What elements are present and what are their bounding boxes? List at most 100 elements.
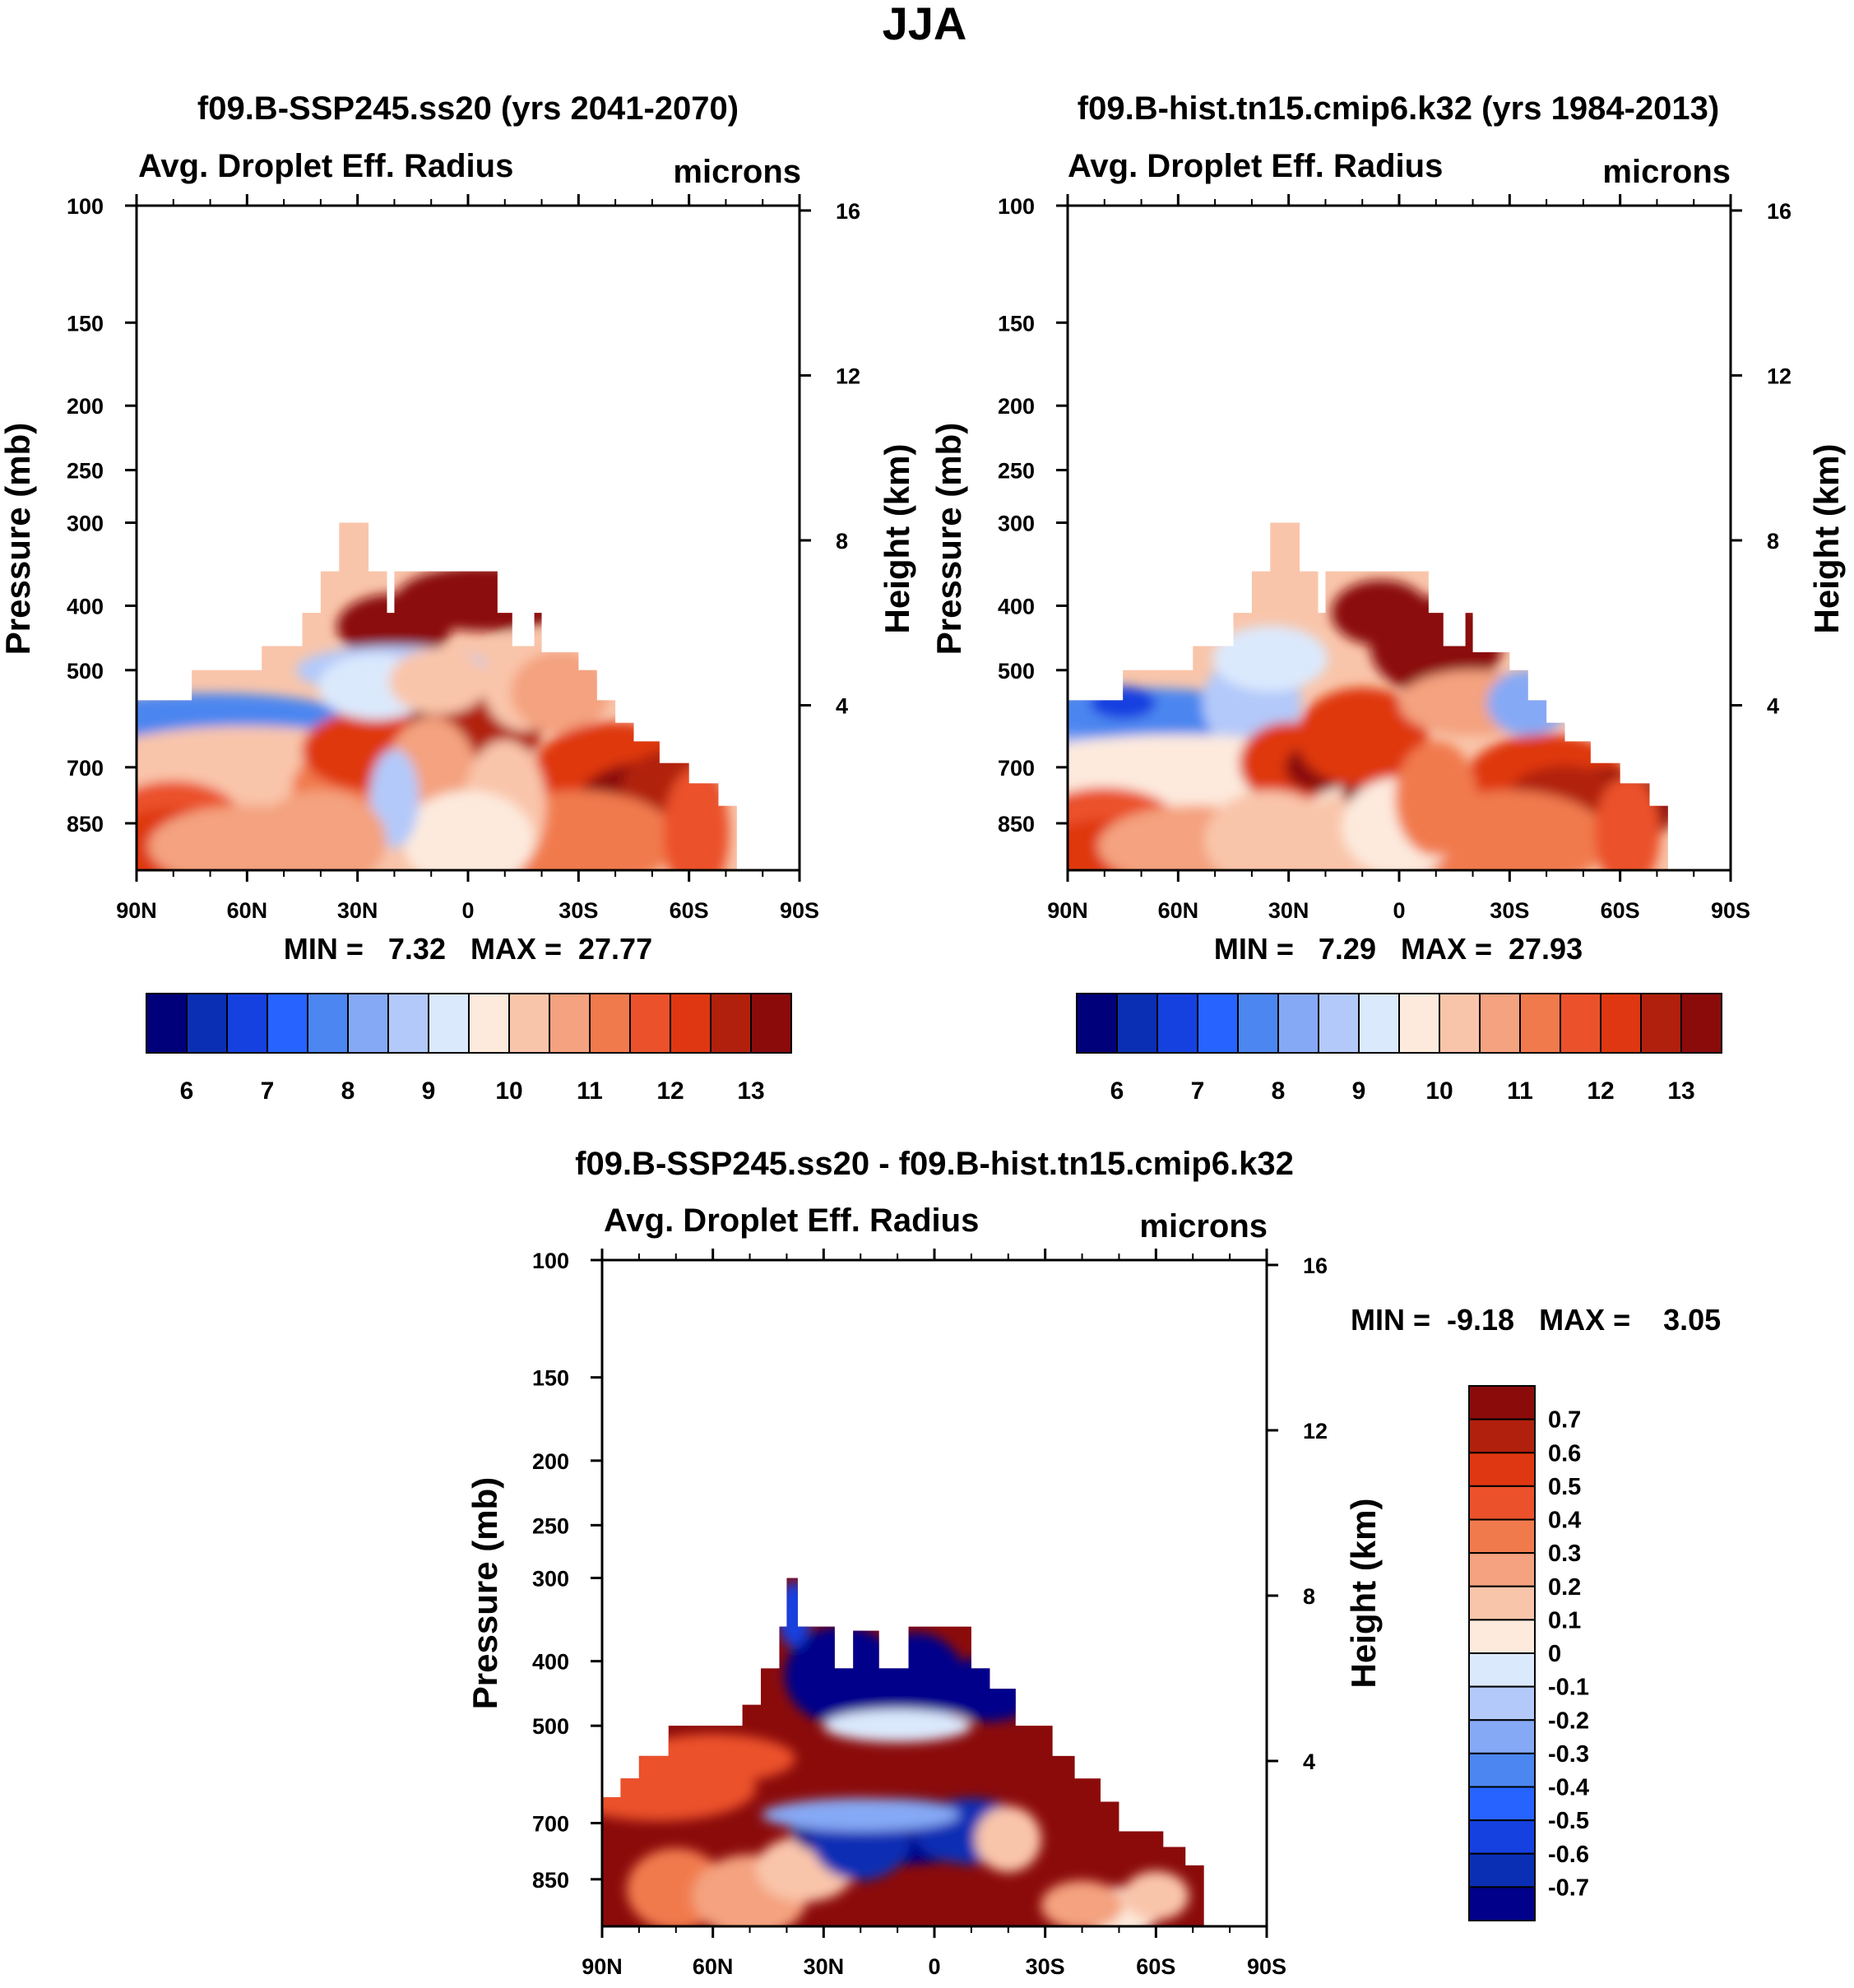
x-tick-label: 90S (1711, 898, 1750, 923)
height-tick-label: 16 (1303, 1254, 1328, 1278)
y-tick-label: 700 (998, 756, 1035, 781)
colorbar-box (589, 993, 631, 1054)
panel-title: f09.B-SSP245.ss20 - f09.B-hist.tn15.cmip… (575, 1146, 1294, 1182)
colorbar-box (146, 993, 188, 1054)
min-max-stats: MIN = 7.32 MAX = 27.77 (284, 932, 652, 966)
field-blobs (137, 565, 730, 870)
contour-blob (1486, 670, 1569, 736)
colorbar-box (1277, 993, 1319, 1054)
contour-blob (1594, 776, 1661, 870)
data-region (137, 522, 737, 870)
colorbar-box (1468, 1385, 1536, 1420)
colorbar-label: 12 (1587, 1077, 1614, 1105)
x-tick-label: 30S (1490, 898, 1529, 923)
plot-frame (600, 1258, 1268, 1928)
y-axis-label-height: Height (km) (1807, 444, 1846, 634)
colorbar-box (468, 993, 510, 1054)
y-axis-label-height: Height (km) (1344, 1499, 1383, 1689)
colorbar-label: 0 (1548, 1641, 1561, 1667)
colorbar-box (1468, 1886, 1536, 1921)
colorbar-box (1468, 1719, 1536, 1754)
y-axis-label-pressure: Pressure (mb) (466, 1477, 504, 1709)
colorbar-label: 7 (1191, 1077, 1205, 1105)
colorbar-box (1468, 1652, 1536, 1688)
colorbar-box (1156, 993, 1198, 1054)
colorbar-box (1468, 1518, 1536, 1555)
x-tick-label: 60N (227, 898, 268, 923)
y-tick-label: 200 (998, 394, 1035, 419)
colorbar-label: -0.3 (1548, 1741, 1589, 1768)
colorbar-box (1468, 1452, 1536, 1487)
x-tick-label: 60N (1158, 898, 1199, 923)
colorbar-label: 0.4 (1548, 1508, 1581, 1534)
colorbar-label: 6 (180, 1077, 194, 1105)
colorbar-label: 0.7 (1548, 1407, 1581, 1434)
colorbar-box (1468, 1485, 1536, 1521)
figure-title: JJA (883, 0, 967, 49)
colorbar-label: 0.2 (1548, 1574, 1581, 1601)
data-region (1068, 522, 1668, 870)
data-region (602, 1578, 1204, 1926)
colorbar-label: 9 (422, 1077, 436, 1105)
colorbar-label: 9 (1352, 1077, 1366, 1105)
height-tick-label: 4 (1303, 1749, 1315, 1774)
y-tick-label: 500 (67, 659, 104, 684)
plot-frame (135, 204, 801, 872)
x-tick-label: 60S (1601, 898, 1640, 923)
height-tick-label: 16 (1767, 199, 1791, 224)
colorbar-label: 0.5 (1548, 1474, 1581, 1500)
contour-field (137, 522, 737, 870)
y-tick-label: 200 (532, 1449, 569, 1474)
contour-blob (777, 1581, 811, 1647)
colorbar-label: 7 (261, 1077, 275, 1105)
contour-blob (630, 1734, 795, 1784)
y-tick-label: 850 (67, 812, 104, 836)
colorbar-box (1560, 993, 1601, 1054)
height-tick-label: 4 (836, 693, 848, 718)
colorbar-box (549, 993, 591, 1054)
y-tick-label: 700 (67, 756, 104, 781)
colorbar-box (267, 993, 308, 1054)
height-tick-label: 4 (1767, 693, 1779, 718)
colorbar-box (1076, 993, 1118, 1054)
colorbar: 6 7 8 9 10 11 12 13 (1076, 993, 1722, 1105)
y-tick-label: 250 (67, 459, 104, 484)
colorbar-box (1468, 1619, 1536, 1654)
contour-field (1068, 522, 1668, 870)
colorbar-box (1468, 1418, 1536, 1454)
height-tick-label: 8 (836, 529, 848, 554)
x-tick-label: 30N (804, 1954, 845, 1979)
min-max-stats: MIN = -9.18 MAX = 3.05 (1351, 1303, 1721, 1337)
height-tick-label: 16 (836, 199, 860, 224)
contour-blob (389, 648, 489, 715)
x-tick-label: 90N (1047, 898, 1088, 923)
colorbar-label: 0.1 (1548, 1607, 1581, 1633)
contour-blob (402, 790, 534, 870)
colorbar-label: -0.6 (1548, 1842, 1589, 1868)
y-tick-label: 100 (67, 194, 104, 219)
colorbar: 6 7 8 9 10 11 12 13 (146, 993, 792, 1105)
y-tick-label: 700 (532, 1812, 569, 1837)
x-tick-label: 60S (1136, 1954, 1175, 1979)
colorbar-box (1468, 1752, 1536, 1788)
colorbar-label: 10 (495, 1077, 522, 1105)
x-tick-label: 30N (1268, 898, 1309, 923)
x-tick-label: 60S (670, 898, 709, 923)
colorbar-label: 13 (1667, 1077, 1694, 1105)
colorbar-box (1398, 993, 1440, 1054)
colorbar-label: -0.2 (1548, 1708, 1589, 1734)
contour-blob (1090, 686, 1156, 720)
colorbar-label: 11 (1507, 1077, 1533, 1105)
colorbar-box (347, 993, 389, 1054)
y-axis-label-height: Height (km) (878, 444, 916, 634)
y-tick-label: 300 (67, 512, 104, 536)
colorbar-box (1468, 1852, 1536, 1888)
x-tick-label: 30N (337, 898, 378, 923)
colorbar-box (1318, 993, 1360, 1054)
contour-blob (510, 651, 610, 734)
colorbar-box (1468, 1585, 1536, 1621)
contour-blob (1212, 625, 1328, 692)
y-tick-label: 250 (532, 1513, 569, 1538)
min-max-stats: MIN = 7.29 MAX = 27.93 (1214, 932, 1583, 966)
